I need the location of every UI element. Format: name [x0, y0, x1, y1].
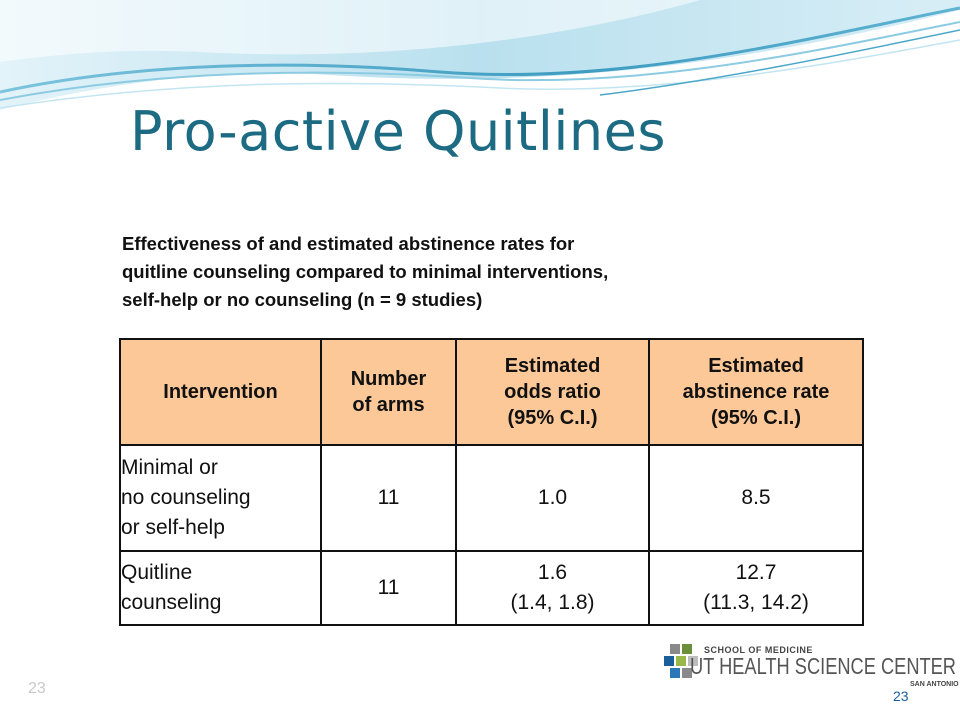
header-odds-ratio: Estimated odds ratio (95% C.I.) [455, 338, 650, 446]
caption-line: Effectiveness of and estimated abstinenc… [122, 233, 575, 254]
table-caption: Effectiveness of and estimated abstinenc… [122, 230, 802, 314]
cell-odds-ratio: 1.0 [455, 444, 650, 552]
slide-number: 23 [28, 680, 46, 697]
header-number-of-arms: Number of arms [320, 338, 457, 446]
cell-arms: 11 [320, 444, 457, 552]
ut-health-logo: SCHOOL OF MEDICINE UT HEALTH SCIENCE CEN… [664, 644, 959, 688]
cell-abstinence-rate: 12.7 (11.3, 14.2) [648, 550, 864, 626]
caption-line: self-help or no counseling (n = 9 studie… [122, 289, 483, 310]
decorative-waves [0, 0, 960, 110]
table-row: Quitline counseling 11 1.6 (1.4, 1.8) 12… [119, 550, 864, 626]
logo-mark-icon [664, 644, 698, 678]
logo-page-number: 23 [893, 688, 909, 704]
cell-abstinence-rate: 8.5 [648, 444, 864, 552]
cell-intervention: Minimal or no counseling or self-help [119, 444, 322, 552]
caption-line: quitline counseling compared to minimal … [122, 261, 609, 282]
results-table: Intervention Number of arms Estimated od… [119, 338, 864, 626]
table-header-row: Intervention Number of arms Estimated od… [119, 338, 864, 446]
cell-intervention: Quitline counseling [119, 550, 322, 626]
header-intervention: Intervention [119, 338, 322, 446]
slide-title: Pro-active Quitlines [130, 100, 666, 163]
table-row: Minimal or no counseling or self-help 11… [119, 444, 864, 552]
svg-text:SAN ANTONIO: SAN ANTONIO [910, 681, 959, 688]
cell-odds-ratio: 1.6 (1.4, 1.8) [455, 550, 650, 626]
svg-text:UT HEALTH SCIENCE CENTER: UT HEALTH SCIENCE CENTER [690, 653, 956, 679]
svg-text:SCHOOL OF MEDICINE: SCHOOL OF MEDICINE [704, 645, 813, 655]
header-abstinence-rate: Estimated abstinence rate (95% C.I.) [648, 338, 864, 446]
cell-arms: 11 [320, 550, 457, 626]
